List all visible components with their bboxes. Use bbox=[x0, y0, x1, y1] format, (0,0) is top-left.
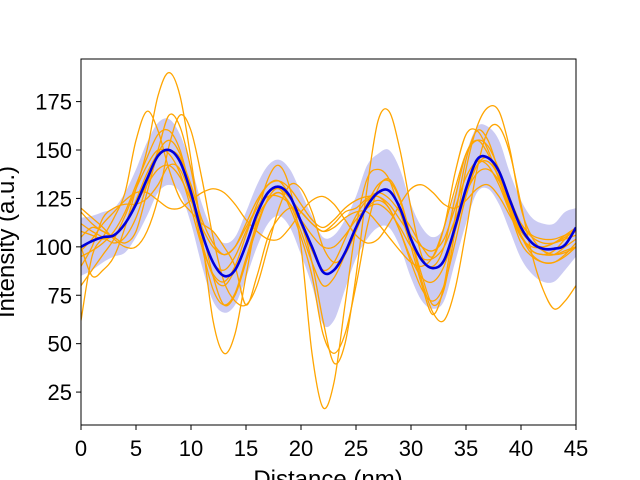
x-axis-ticks: 0 5 10 15 20 25 30 35 40 45 bbox=[75, 425, 588, 461]
y-tick-label: 150 bbox=[35, 138, 72, 163]
mean-profile-line bbox=[81, 148, 576, 278]
x-tick-label: 0 bbox=[75, 436, 87, 461]
x-tick-label: 20 bbox=[289, 436, 313, 461]
y-axis-ticks: 25 50 75 100 125 150 175 bbox=[35, 90, 81, 405]
std-band-layer bbox=[81, 118, 576, 328]
x-tick-label: 30 bbox=[399, 436, 423, 461]
y-tick-label: 125 bbox=[35, 186, 72, 211]
profile-line-9 bbox=[81, 164, 576, 261]
mean-profile-layer bbox=[81, 148, 576, 278]
y-tick-label: 100 bbox=[35, 235, 72, 260]
x-tick-label: 5 bbox=[130, 436, 142, 461]
y-tick-label: 25 bbox=[48, 380, 72, 405]
x-tick-label: 10 bbox=[179, 436, 203, 461]
y-tick-label: 75 bbox=[48, 283, 72, 308]
profile-line-4 bbox=[81, 71, 576, 410]
x-axis-label: Distance (nm) bbox=[253, 466, 402, 480]
profile-line-11 bbox=[81, 114, 576, 323]
std-band bbox=[81, 118, 576, 328]
profile-line-10 bbox=[81, 183, 576, 256]
y-tick-label: 50 bbox=[48, 332, 72, 357]
y-axis-label: Intensity (a.u.) bbox=[0, 166, 20, 318]
plot-frame bbox=[80, 58, 577, 426]
x-tick-label: 25 bbox=[344, 436, 368, 461]
x-tick-label: 15 bbox=[234, 436, 258, 461]
y-tick-label: 175 bbox=[35, 90, 72, 115]
x-tick-label: 45 bbox=[564, 436, 588, 461]
profile-line-5 bbox=[81, 139, 576, 271]
x-tick-label: 35 bbox=[454, 436, 478, 461]
x-tick-label: 40 bbox=[509, 436, 533, 461]
